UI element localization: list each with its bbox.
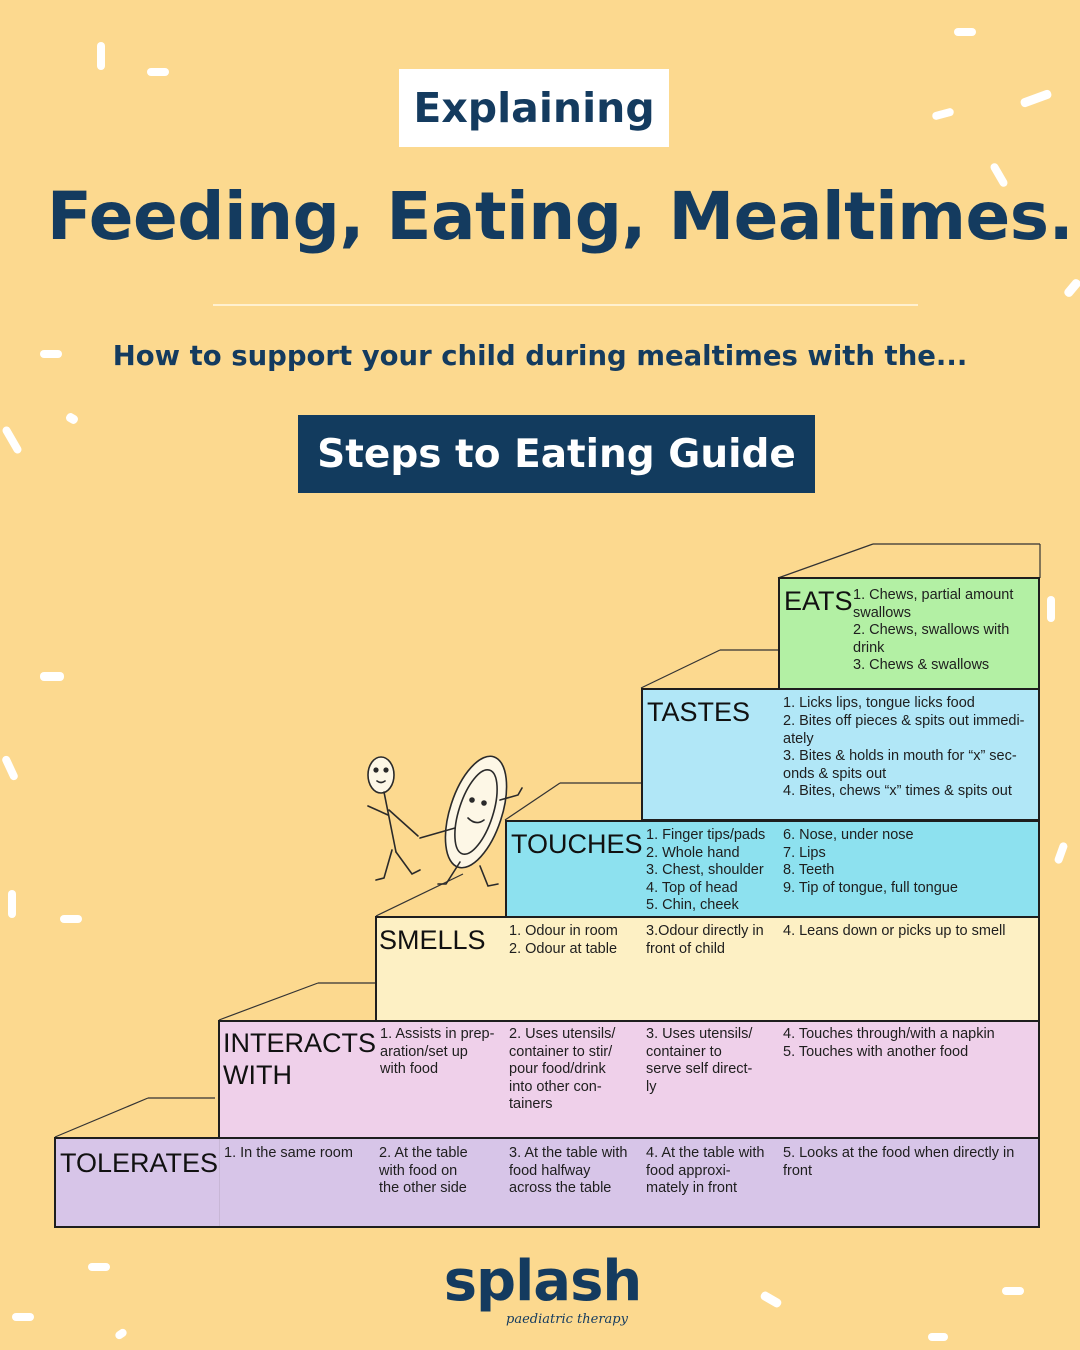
step-tolerates-label: TOLERATES	[60, 1148, 219, 1178]
eats-item: 2. Chews, swallows with drink	[853, 622, 1010, 656]
confetti-3	[954, 28, 976, 36]
smells-item: 3.Odour directly in front of child	[646, 923, 764, 957]
confetti-18	[12, 1313, 34, 1321]
tolerates-divider	[219, 1139, 220, 1226]
tolerates-item: 3. At the table with food halfway across…	[509, 1145, 628, 1197]
step-interacts-label: INTERACTS WITH	[223, 1028, 377, 1090]
confetti-8	[40, 350, 62, 358]
confetti-15	[1047, 596, 1055, 622]
subtitle: How to support your child during mealtim…	[112, 340, 968, 372]
confetti-21	[928, 1333, 948, 1341]
step-eats: EATS 1. Chews, partial amount swallows 2…	[778, 577, 1040, 690]
confetti-14	[60, 915, 82, 923]
confetti-13	[8, 890, 16, 918]
tolerates-item: 1. In the same room	[224, 1145, 353, 1161]
interacts-item: 3. Uses utensils/ container to serve sel…	[646, 1026, 753, 1095]
touches-item: 7. Lips	[783, 845, 826, 861]
touches-item: 2. Whole hand	[646, 845, 740, 861]
title-divider	[213, 304, 918, 306]
eats-item: 1. Chews, partial amount swallows	[853, 587, 1014, 621]
step-tastes: TASTES 1. Licks lips, tongue licks food …	[641, 688, 1040, 821]
logo-tagline: paediatric therapy	[506, 1312, 628, 1327]
touches-item: 4. Top of head	[646, 880, 738, 896]
step-eats-label: EATS	[784, 586, 853, 616]
step-tolerates: TOLERATES 1. In the same room 2. At the …	[54, 1137, 1040, 1228]
confetti-20	[1002, 1287, 1024, 1295]
touches-item: 1. Finger tips/pads	[646, 827, 766, 843]
tolerates-item: 5. Looks at the food when directly in fr…	[783, 1145, 1015, 1179]
spoon-and-plate-illustration	[367, 755, 523, 887]
steps-guide-banner: Steps to Eating Guide	[298, 415, 815, 493]
interacts-item: 2. Uses utensils/ container to stir/ pou…	[509, 1026, 616, 1113]
step-interacts-with: INTERACTS WITH 1. Assists in prep- arati…	[218, 1020, 1040, 1140]
confetti-17	[88, 1263, 110, 1271]
interacts-item: 4. Touches through/with a napkin 5. Touc…	[783, 1026, 995, 1060]
tastes-item: 3. Bites & holds in mouth for “x” sec- o…	[783, 748, 1017, 782]
touches-item: 6. Nose, under nose	[783, 827, 914, 843]
tastes-item: 1. Licks lips, tongue licks food	[783, 695, 975, 711]
confetti-1	[97, 42, 105, 70]
step-smells: SMELLS 1. Odour in room 2. Odour at tabl…	[375, 916, 1040, 1022]
touches-item: 8. Teeth	[783, 862, 835, 878]
confetti-11	[40, 672, 64, 681]
touches-item: 5. Chin, cheek	[646, 897, 739, 913]
step-tastes-label: TASTES	[647, 697, 751, 727]
explaining-tag: Explaining	[399, 69, 669, 147]
tolerates-item: 2. At the table with food on the other s…	[379, 1145, 468, 1197]
eats-item: 3. Chews & swallows	[853, 657, 990, 673]
confetti-2	[147, 68, 169, 76]
page-title: Feeding, Eating, Mealtimes.	[46, 178, 1074, 255]
splash-logo: splash	[443, 1249, 643, 1314]
tastes-item: 4. Bites, chews “x” times & spits out	[783, 783, 1012, 799]
touches-item: 9. Tip of tongue, full tongue	[783, 880, 958, 896]
step-smells-label: SMELLS	[379, 925, 486, 955]
touches-item: 3. Chest, shoulder	[646, 862, 764, 878]
smells-item: 1. Odour in room 2. Odour at table	[509, 923, 618, 957]
step-touches-label: TOUCHES	[511, 829, 643, 859]
smells-item: 4. Leans down or picks up to smell	[783, 923, 1006, 939]
step-touches: TOUCHES 1. Finger tips/pads 2. Whole han…	[505, 820, 1040, 918]
tastes-item: 2. Bites off pieces & spits out immedi- …	[783, 713, 1025, 747]
tolerates-item: 4. At the table with food approxi- matel…	[646, 1145, 765, 1197]
interacts-item: 1. Assists in prep- aration/set up with …	[380, 1026, 495, 1078]
